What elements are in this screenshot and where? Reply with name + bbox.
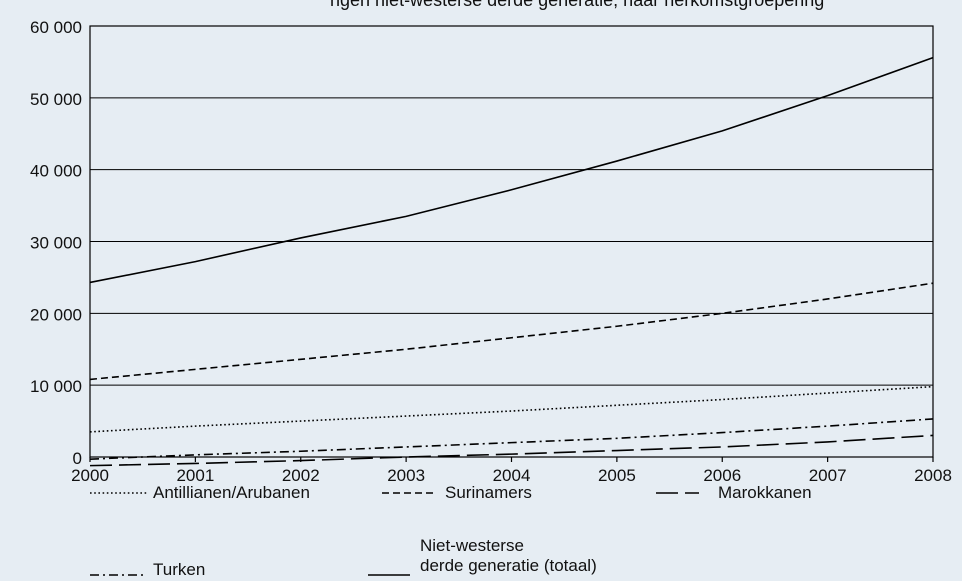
x-tick-label: 2003 xyxy=(387,466,425,485)
series-line xyxy=(89,385,934,433)
series-line xyxy=(89,56,934,284)
legend-label: Surinamers xyxy=(445,483,532,502)
y-tick-label: 10 000 xyxy=(30,377,82,396)
y-tick-label: 20 000 xyxy=(30,305,82,324)
x-tick-label: 2002 xyxy=(282,466,320,485)
y-tick-label: 30 000 xyxy=(30,234,82,253)
x-tick-label: 2001 xyxy=(176,466,214,485)
y-axis: 0 10 000 20 000 30 000 40 000 50 000 60 000 xyxy=(30,18,82,468)
legend-label: Niet-westerse derde generatie (totaal) xyxy=(420,536,597,575)
legend-label: Turken xyxy=(153,560,205,579)
x-tick-label: 2007 xyxy=(809,466,847,485)
legend-label: Marokkanen xyxy=(718,483,812,502)
legend-label: Antillianen/Arubanen xyxy=(153,483,310,502)
y-tick-label: 0 xyxy=(73,449,82,468)
y-tick-label: 60 000 xyxy=(30,18,82,37)
y-tick-label: 40 000 xyxy=(30,162,82,181)
x-tick-label: 2008 xyxy=(914,466,952,485)
x-tick-label: 2000 xyxy=(71,466,109,485)
series-line xyxy=(89,418,934,460)
series-line xyxy=(89,434,934,467)
gridlines xyxy=(90,97,933,386)
x-tick-label: 2005 xyxy=(598,466,636,485)
y-tick-label: 50 000 xyxy=(30,90,82,109)
legend: Antillianen/Arubanen Surinamers Marokkanen… xyxy=(90,483,812,579)
x-tick-label: 2006 xyxy=(703,466,741,485)
series-lines xyxy=(89,56,934,467)
x-axis: 2000 2001 2002 2003 2004 2005 2006 2007 2008 xyxy=(71,457,952,485)
chart-caption: ngen niet-westerse derde generatie, naar… xyxy=(330,0,825,10)
x-tick-label: 2004 xyxy=(493,466,531,485)
series-line xyxy=(89,282,934,381)
